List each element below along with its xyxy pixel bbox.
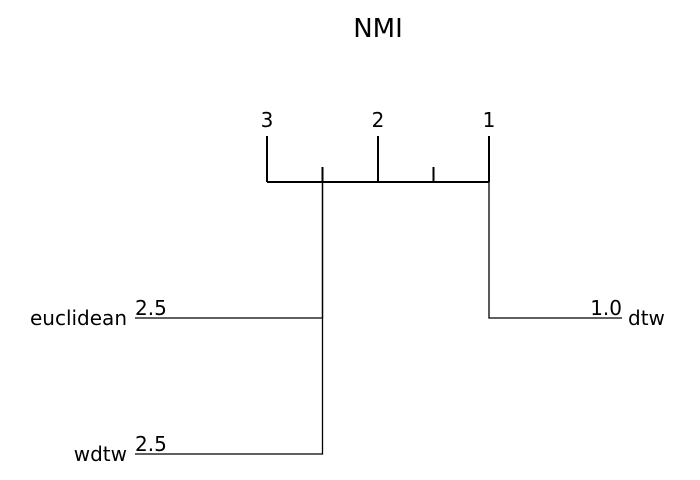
- method-name: wdtw: [74, 442, 127, 466]
- rank-value: 1.0: [590, 296, 622, 320]
- tick-label: 3: [261, 108, 274, 132]
- tick-label: 2: [372, 108, 385, 132]
- method-name: dtw: [628, 306, 665, 330]
- rank-value: 2.5: [135, 432, 167, 456]
- methods-group: 1.0 dtw 2.5 euclidean 2.5 wdtw: [30, 167, 665, 466]
- rank-axis: 1 2 3: [261, 108, 496, 183]
- method-wdtw: 2.5 wdtw: [74, 167, 324, 466]
- method-name: euclidean: [30, 306, 127, 330]
- connector-line: [488, 182, 622, 319]
- tick-label: 1: [483, 108, 496, 132]
- method-euclidean: 2.5 euclidean: [30, 167, 324, 330]
- chart-title: NMI: [353, 14, 403, 44]
- rank-value: 2.5: [135, 296, 167, 320]
- method-dtw: 1.0 dtw: [488, 182, 665, 330]
- connector-line: [135, 167, 324, 455]
